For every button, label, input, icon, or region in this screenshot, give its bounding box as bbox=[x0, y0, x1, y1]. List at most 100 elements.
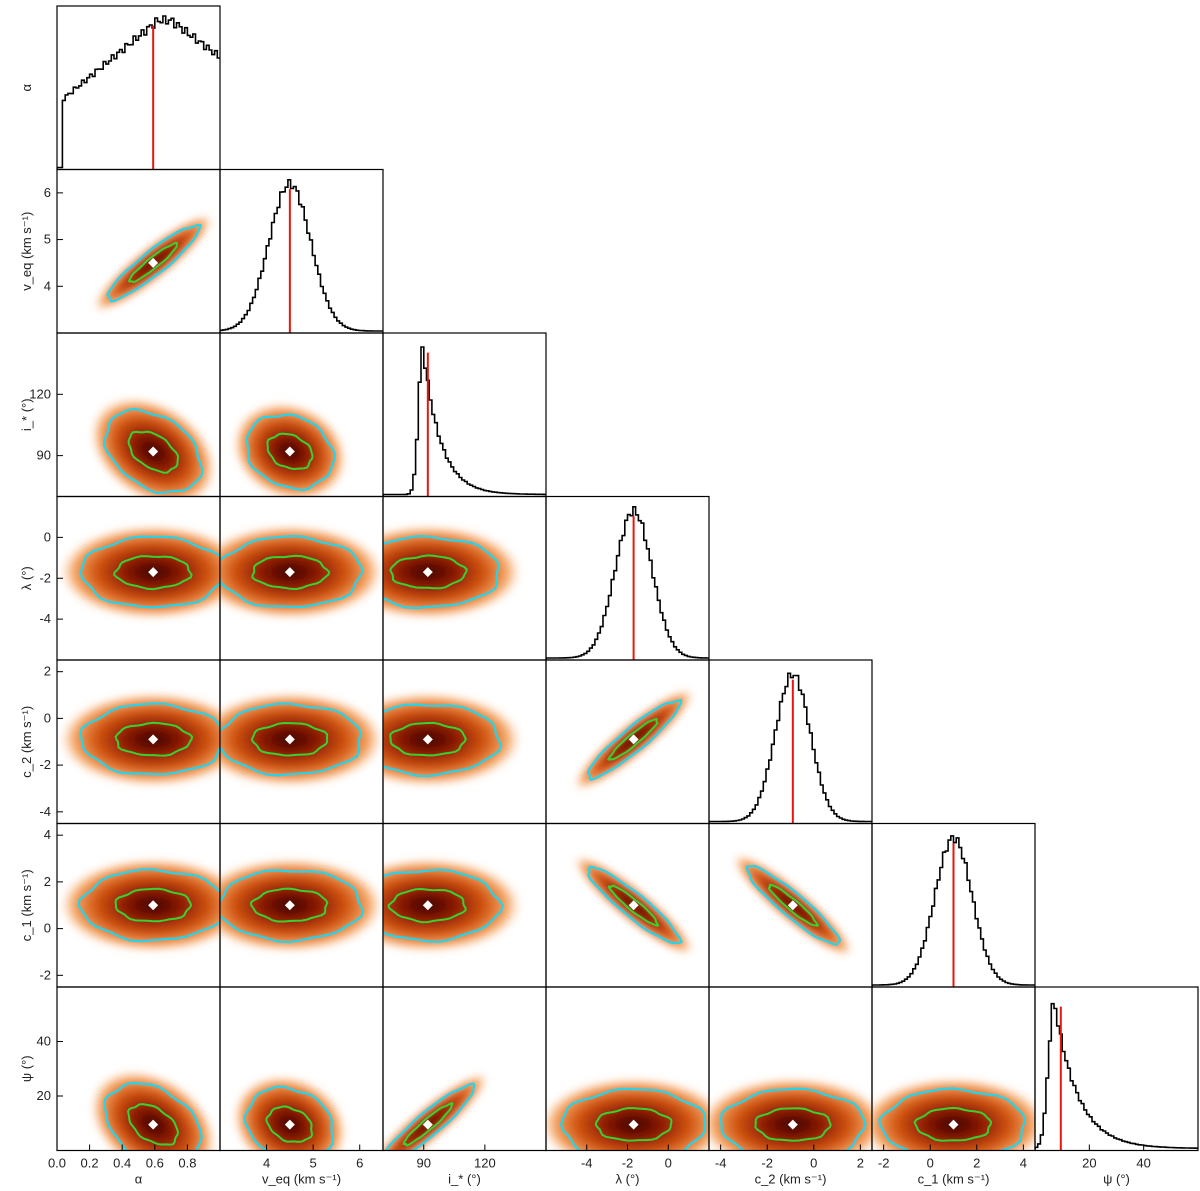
contour-95 bbox=[383, 703, 503, 778]
x-tick-label: 5 bbox=[310, 1156, 317, 1171]
density-group bbox=[59, 525, 220, 620]
y-tick-label: -2 bbox=[39, 570, 51, 585]
x-tick-label: 0.0 bbox=[48, 1156, 66, 1171]
density-map bbox=[546, 1077, 709, 1151]
median-marker bbox=[284, 900, 295, 911]
y-tick-label: 0 bbox=[44, 529, 51, 544]
y-tick-label: 5 bbox=[44, 232, 51, 247]
panel-frame bbox=[382, 332, 547, 498]
median-marker bbox=[284, 734, 295, 745]
contour-95 bbox=[103, 1081, 203, 1151]
contour-95 bbox=[243, 1085, 334, 1151]
density-map bbox=[59, 692, 220, 787]
y-axis-label-lambda: λ (°) bbox=[19, 566, 34, 590]
density-group bbox=[383, 525, 522, 620]
panel-psi-vs-psi: 20 40 ψ (°) bbox=[1034, 986, 1199, 1187]
y-tick-label: 4 bbox=[44, 827, 51, 842]
panel-lambda-vs-veq bbox=[219, 495, 384, 661]
x-tick-label: -4 bbox=[581, 1156, 593, 1171]
x-tick-label: 0 bbox=[810, 1156, 817, 1171]
x-tick-label: 0.2 bbox=[81, 1156, 99, 1171]
contour-95 bbox=[102, 407, 204, 494]
x-tick-label: -2 bbox=[878, 1156, 890, 1171]
contour-68 bbox=[402, 1101, 454, 1147]
median-marker bbox=[284, 567, 295, 578]
median-marker bbox=[148, 1119, 159, 1130]
y-tick-label: -4 bbox=[39, 611, 51, 626]
x-axis-label-veq: v_eq (km s⁻¹) bbox=[262, 1172, 341, 1187]
x-tick-label: 4 bbox=[1020, 1156, 1027, 1171]
median-marker bbox=[284, 1119, 295, 1130]
x-axis-label-c1: c_1 (km s⁻¹) bbox=[918, 1172, 990, 1187]
panel-psi-vs-c1: -2 0 2 4 c_1 (km s⁻¹) bbox=[871, 986, 1036, 1187]
contour-95 bbox=[383, 868, 505, 944]
y-tick-label: 40 bbox=[37, 1034, 51, 1049]
x-tick-label: -2 bbox=[761, 1156, 773, 1171]
contour-68 bbox=[251, 554, 331, 591]
y-tick-label: -2 bbox=[39, 757, 51, 772]
panel-c2-vs-alpha: -4 -2 0 2 c_2 (km s⁻¹) bbox=[19, 659, 221, 825]
panel-c2-vs-lambda bbox=[545, 659, 710, 825]
panel-psi-vs-veq: 4 5 6 v_eq (km s⁻¹) bbox=[219, 986, 384, 1187]
panel-lambda-vs-alpha: -4 -2 0 λ (°) bbox=[19, 495, 221, 661]
density-group bbox=[546, 1077, 709, 1151]
panel-alpha-vs-alpha: α bbox=[19, 5, 221, 171]
histogram-lambda bbox=[546, 506, 709, 660]
panel-c2-vs-istar bbox=[382, 659, 547, 825]
median-marker bbox=[148, 567, 159, 578]
density-group bbox=[872, 1077, 1035, 1151]
panel-c1-vs-lambda bbox=[545, 822, 710, 988]
panel-c1-vs-c2 bbox=[708, 822, 873, 988]
histogram-c1 bbox=[872, 835, 1035, 987]
y-tick-label: 0 bbox=[44, 710, 51, 725]
contour-68 bbox=[114, 887, 193, 923]
x-tick-label: -2 bbox=[622, 1156, 634, 1171]
y-tick-label: 2 bbox=[44, 874, 51, 889]
panel-c2-vs-c2 bbox=[708, 659, 873, 825]
x-tick-label: 20 bbox=[1082, 1156, 1096, 1171]
median-marker bbox=[284, 446, 295, 457]
histogram-c2 bbox=[709, 672, 872, 824]
density-map bbox=[383, 525, 522, 620]
x-axis-label-alpha: α bbox=[135, 1172, 143, 1187]
x-tick-label: 120 bbox=[474, 1156, 496, 1171]
y-axis-label-veq: v_eq (km s⁻¹) bbox=[19, 212, 34, 291]
contour-95 bbox=[719, 1087, 867, 1151]
median-marker bbox=[422, 900, 433, 911]
x-tick-label: 0 bbox=[927, 1156, 934, 1171]
median-marker bbox=[628, 900, 639, 911]
contour-68 bbox=[913, 1106, 993, 1142]
x-axis-label-lambda: λ (°) bbox=[616, 1172, 640, 1187]
contour-68 bbox=[112, 555, 193, 591]
y-tick-label: 6 bbox=[44, 185, 51, 200]
density-group bbox=[220, 692, 383, 787]
x-tick-label: 0.8 bbox=[178, 1156, 196, 1171]
x-tick-label: 0.4 bbox=[113, 1156, 131, 1171]
histogram-veq bbox=[220, 179, 383, 333]
x-tick-label: 40 bbox=[1136, 1156, 1150, 1171]
median-marker bbox=[628, 1119, 639, 1130]
contour-68 bbox=[126, 1103, 180, 1146]
x-tick-label: 90 bbox=[417, 1156, 431, 1171]
y-tick-label: 0 bbox=[44, 921, 51, 936]
contour-95 bbox=[559, 1087, 707, 1151]
density-group bbox=[59, 858, 220, 953]
contour-68 bbox=[127, 430, 180, 474]
contour-95 bbox=[220, 869, 365, 944]
x-tick-label: 4 bbox=[263, 1156, 270, 1171]
density-group bbox=[220, 858, 383, 953]
panel-c1-vs-c1 bbox=[871, 822, 1036, 988]
median-marker bbox=[148, 900, 159, 911]
density-map bbox=[383, 858, 522, 953]
panel-psi-vs-c2: -4 -2 0 2 c_2 (km s⁻¹) bbox=[708, 986, 873, 1187]
y-axis-label-c1: c_1 (km s⁻¹) bbox=[19, 869, 34, 941]
contour-68 bbox=[265, 1105, 314, 1143]
y-axis-label-psi: ψ (°) bbox=[19, 1055, 34, 1082]
x-tick-label: 0 bbox=[665, 1156, 672, 1171]
y-tick-label: 20 bbox=[37, 1088, 51, 1103]
contour-68 bbox=[389, 554, 468, 590]
median-marker bbox=[422, 567, 433, 578]
contour-68 bbox=[607, 884, 660, 928]
